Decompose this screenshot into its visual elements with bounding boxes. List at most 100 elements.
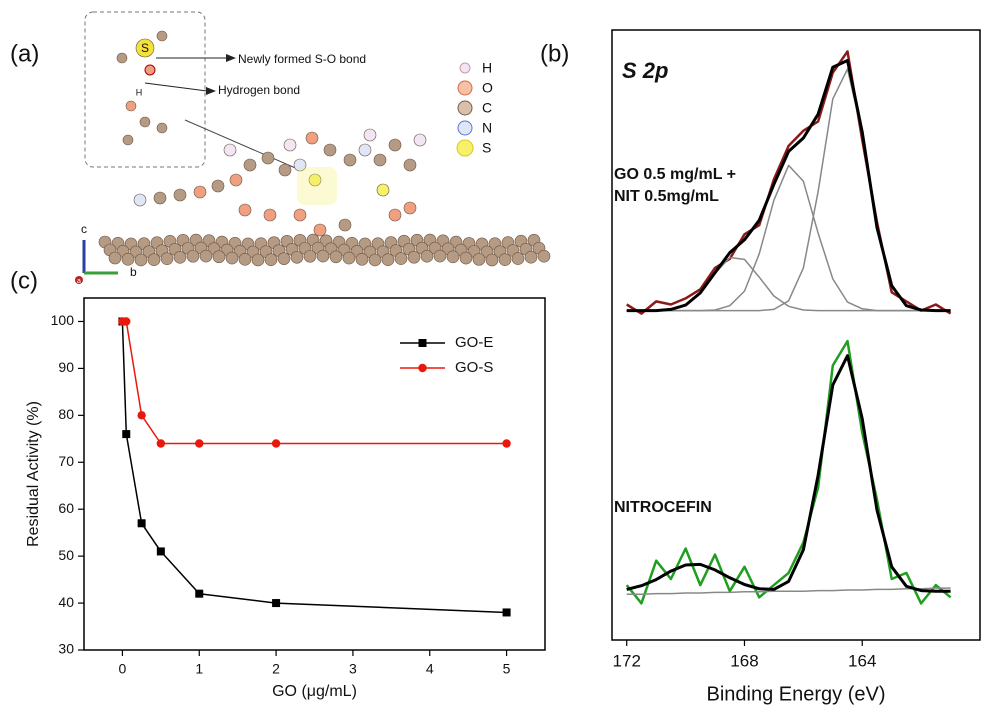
chart-panel: 0 1 2 3 4 5 30 40 50 60 70 80 90 100 GO (μg/mL) Residua… (10, 267, 546, 700)
legend-label: H (482, 60, 492, 76)
atom (403, 201, 417, 215)
callout: Hydrogen bond (218, 83, 300, 97)
atom (225, 251, 239, 265)
atom (403, 158, 417, 172)
callout: Newly formed S-O bond (238, 52, 366, 66)
panel-label: (c) (10, 267, 38, 294)
atom (323, 143, 337, 157)
annotation: GO 0.5 mg/mL + (614, 166, 736, 183)
atom (394, 252, 408, 265)
atom (277, 252, 291, 265)
atom (308, 173, 322, 187)
axis-label: c (81, 222, 87, 236)
atom (433, 249, 447, 263)
y-axis-label: Residual Activity (%) (25, 401, 42, 547)
atom-legend: H O C N S (456, 60, 493, 157)
axis-dot (75, 276, 83, 284)
atom (388, 138, 402, 152)
atom (121, 252, 135, 266)
atom (329, 250, 343, 264)
atom (368, 253, 382, 267)
series-line (626, 587, 951, 596)
arrow-head (206, 87, 216, 95)
marker (156, 439, 166, 448)
marker (272, 599, 281, 608)
marker (137, 411, 146, 420)
atom (498, 253, 512, 266)
legend-label: O (482, 80, 493, 96)
atom-c (156, 30, 168, 42)
x-tick-label: 3 (349, 661, 357, 677)
legend-label: GO-S (455, 359, 493, 376)
atom-c (139, 116, 151, 128)
molecule (98, 128, 551, 267)
legend-label: C (482, 100, 492, 116)
marker (195, 439, 204, 448)
series-line (626, 59, 951, 313)
charts: 172 168 164 Binding Energy (eV) (b) S 2p GO 0.… (10, 29, 981, 705)
atom-label: H (136, 87, 143, 97)
marker (122, 317, 131, 326)
y-tick-label: 90 (58, 359, 74, 375)
atom (134, 253, 148, 267)
atom (446, 250, 460, 264)
y-tick-label: 100 (51, 312, 75, 328)
legend-atom (459, 62, 471, 74)
series-line (626, 164, 951, 312)
atom-o (125, 100, 137, 112)
marker (502, 439, 511, 448)
atom (376, 183, 390, 197)
marker (502, 608, 511, 617)
legend-label: GO-E (455, 334, 493, 351)
atom (133, 193, 147, 207)
plot-frame (611, 29, 981, 641)
series-line (122, 320, 507, 445)
marker (137, 519, 146, 528)
x-tick-label: 0 (119, 661, 127, 677)
atom (485, 253, 499, 267)
atom (407, 250, 421, 264)
atom (153, 191, 167, 205)
legend-atom (456, 139, 474, 157)
annotation: NIT 0.5mg/mL (614, 188, 719, 205)
atom (472, 253, 486, 266)
legend-label: S (482, 140, 491, 156)
y-tick-label: 30 (58, 641, 74, 657)
panel-label: (b) (540, 40, 569, 67)
atom (290, 250, 304, 264)
atom-label: S (141, 41, 149, 55)
atom (358, 143, 372, 157)
chart-panel: 172 168 164 Binding Energy (eV) (b) S 2p GO 0.… (540, 29, 981, 705)
x-tick-label: 5 (503, 661, 511, 677)
atom (263, 208, 277, 222)
atom (413, 133, 427, 147)
annotation: NITROCEFIN (614, 499, 712, 516)
atom (211, 179, 225, 193)
plot-frame (83, 297, 546, 651)
legend-atom (457, 120, 473, 136)
atom (229, 173, 243, 187)
legend-atom (457, 100, 473, 116)
atom (212, 250, 226, 264)
x-axis-label: Binding Energy (eV) (707, 683, 886, 705)
legend-marker (418, 363, 427, 373)
panel-label: (a) (10, 40, 39, 67)
atom (238, 203, 252, 217)
atom (305, 131, 319, 145)
atom-c (116, 52, 128, 64)
atom (186, 249, 200, 263)
atom (238, 253, 252, 266)
inset-box (84, 11, 206, 168)
atom (160, 252, 174, 265)
y-tick-label: 40 (58, 594, 74, 610)
atom (199, 249, 213, 263)
atom (355, 253, 369, 266)
atom (223, 143, 237, 157)
series-line (626, 354, 951, 593)
highlight (297, 167, 337, 205)
marker (156, 547, 165, 556)
atom (524, 250, 538, 264)
atom (342, 251, 356, 265)
atom (420, 249, 434, 263)
